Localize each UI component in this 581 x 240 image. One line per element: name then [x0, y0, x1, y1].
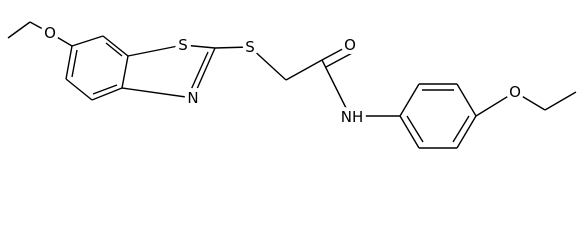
bond	[102, 35, 129, 57]
bond	[249, 46, 287, 81]
molecule-diagram: O S N S O NH O	[7, 20, 577, 149]
bond-inner	[189, 51, 209, 93]
bond	[285, 59, 323, 81]
bond	[49, 32, 73, 47]
bond	[71, 35, 104, 47]
bond	[399, 83, 420, 117]
atom-label: S	[178, 36, 188, 54]
bond	[29, 21, 51, 34]
bond	[91, 87, 123, 101]
bond	[65, 45, 73, 80]
bond	[321, 44, 351, 61]
bond	[514, 91, 546, 111]
bond-inner	[452, 115, 470, 143]
atom-labels: O S N S O NH O	[40, 20, 525, 130]
atom-label: O	[509, 83, 521, 101]
bond	[321, 59, 351, 117]
bond	[65, 78, 93, 101]
bond-inner	[406, 115, 424, 143]
atom-label: N	[187, 89, 198, 107]
bonds	[7, 21, 577, 149]
bond	[456, 115, 477, 149]
bond	[399, 115, 420, 149]
atom-label: NH	[341, 108, 364, 126]
bond	[475, 91, 516, 117]
atom-label: O	[44, 24, 56, 42]
bond	[7, 21, 31, 39]
bond-inner	[105, 42, 123, 57]
bond	[121, 87, 194, 99]
bond	[456, 83, 477, 117]
bond	[182, 44, 216, 49]
bond-inner	[325, 51, 355, 68]
bond	[214, 46, 251, 49]
bond	[127, 44, 184, 57]
bond	[544, 91, 577, 111]
atom-label: S	[245, 38, 255, 56]
atom-label: O	[344, 36, 356, 54]
bond-inner	[92, 84, 118, 95]
bond	[192, 47, 216, 99]
bond	[121, 55, 129, 89]
bond-inner	[71, 49, 78, 78]
